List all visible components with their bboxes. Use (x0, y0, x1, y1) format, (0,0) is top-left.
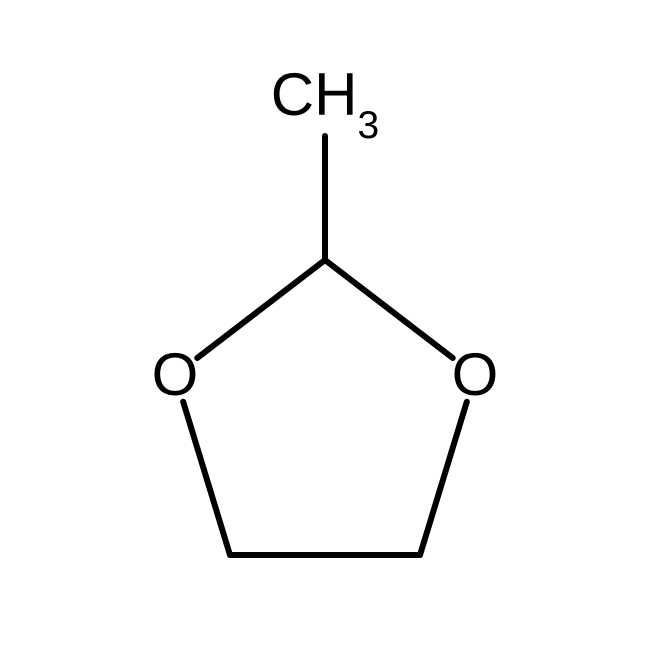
bond-line (420, 402, 467, 555)
bond-line (325, 260, 453, 358)
atom-label-ch3: CH3 (271, 65, 379, 135)
chemical-structure-canvas: O O CH3 (0, 0, 650, 650)
bond-line (197, 260, 325, 358)
atom-label-o_right: O (452, 345, 499, 405)
bond-line (183, 402, 230, 555)
atom-label-o_left: O (152, 345, 199, 405)
